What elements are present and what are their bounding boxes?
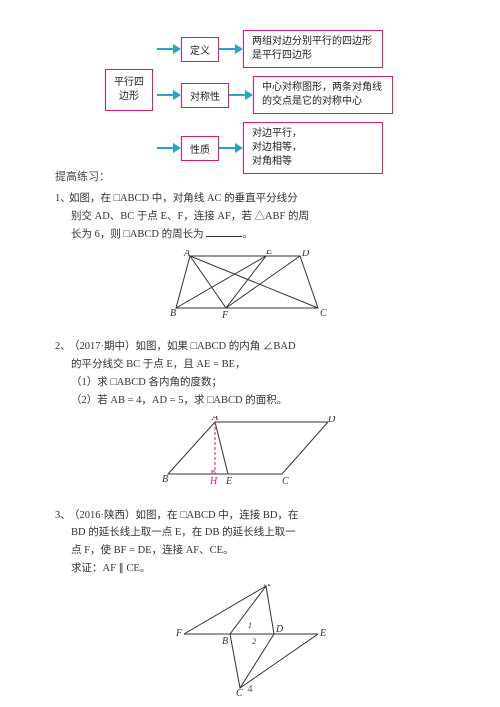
- svg-text:B: B: [222, 636, 228, 647]
- svg-text:C: C: [282, 476, 289, 487]
- svg-text:C: C: [320, 308, 327, 319]
- fill-blank: [206, 227, 242, 237]
- geometry-svg: A E D B F C: [170, 250, 330, 320]
- problem-text: 别交 AD、BC 于点 E、F，连接 AF，若 △ABF 的周: [55, 211, 309, 222]
- problem-text: 长为 6，则 □ABCD 的周长为: [71, 229, 204, 240]
- flow-branch: 对称性 中心对称图形，两条对角线的交点是它的对称中心: [157, 76, 393, 114]
- problem-number: 2、: [55, 338, 69, 356]
- problem-subpart: （2）若 AB = 4，AD = 5，求 □ABCD 的面积。: [55, 395, 287, 406]
- problem-number: 1、: [55, 190, 69, 208]
- svg-text:F: F: [175, 628, 183, 639]
- arrow-icon: [229, 89, 253, 101]
- arrow-icon: [157, 43, 181, 55]
- flow-label: 定义: [181, 37, 219, 62]
- geometry-svg: A D B E C H: [160, 416, 340, 488]
- problem-text: 如图，在 □ABCD 中，对角线 AC 的垂直平分线分: [69, 193, 298, 204]
- svg-text:D: D: [275, 624, 284, 635]
- problem-text: （2017·期中）如图，如果 □ABCD 的内角 ∠BAD: [69, 341, 296, 352]
- svg-text:E: E: [265, 250, 272, 257]
- svg-text:1: 1: [248, 621, 252, 630]
- svg-text:A: A: [183, 250, 191, 259]
- flow-desc: 两组对边分别平行的四边形是平行四边形: [243, 30, 383, 68]
- problem-text: 求证：AF ∥ CE。: [55, 563, 150, 574]
- svg-text:2: 2: [252, 637, 256, 646]
- flow-desc: 对边平行， 对边相等， 对角相等: [243, 122, 383, 174]
- problem-2: 2、（2017·期中）如图，如果 □ABCD 的内角 ∠BAD 的平分线交 BC…: [55, 338, 445, 494]
- figure-2: A D B E C H: [55, 416, 445, 495]
- problem-text: BD 的延长线上取一点 E，在 DB 的延长线上取一: [55, 527, 296, 538]
- svg-text:D: D: [327, 416, 336, 425]
- problem-subpart: （1）求 □ABCD 各内角的度数；: [55, 377, 222, 388]
- flow-branch: 定义 两组对边分别平行的四边形是平行四边形: [157, 30, 393, 68]
- flow-desc: 中心对称图形，两条对角线的交点是它的对称中心: [253, 76, 393, 114]
- arrow-icon: [219, 43, 243, 55]
- problem-3: 3、（2016·陕西）如图，在 □ABCD 中，连接 BD，在 BD 的延长线上…: [55, 507, 445, 703]
- arrow-icon: [157, 142, 181, 154]
- flowchart: 平行四 边形 定义 两组对边分别平行的四边形是平行四边形 对称性 中心对称图形，…: [105, 30, 445, 150]
- flow-label: 性质: [181, 136, 219, 161]
- svg-text:F: F: [221, 310, 229, 320]
- problem-text: 点 F，使 BF = DE，连接 AF、CE。: [55, 545, 234, 556]
- arrow-icon: [157, 89, 181, 101]
- geometry-svg: A B C D E F 1 2: [170, 584, 330, 696]
- page-number: 4: [0, 684, 500, 695]
- figure-1: A E D B F C: [55, 250, 445, 327]
- flow-label: 对称性: [181, 83, 229, 108]
- svg-text:E: E: [319, 628, 326, 639]
- problem-text: 的平分线交 BC 于点 E，且 AE = BE，: [55, 359, 246, 370]
- problem-text: （2016·陕西）如图，在 □ABCD 中，连接 BD，在: [69, 510, 298, 521]
- svg-text:A: A: [211, 416, 219, 423]
- arrow-icon: [219, 142, 243, 154]
- svg-text:B: B: [170, 308, 176, 319]
- svg-text:A: A: [263, 584, 271, 589]
- svg-text:B: B: [162, 474, 168, 485]
- flow-branch: 性质 对边平行， 对边相等， 对角相等: [157, 122, 393, 174]
- svg-text:H: H: [209, 476, 218, 487]
- svg-text:D: D: [301, 250, 310, 259]
- problem-1: 1、如图，在 □ABCD 中，对角线 AC 的垂直平分线分 别交 AD、BC 于…: [55, 190, 445, 326]
- flow-root: 平行四 边形: [105, 69, 153, 111]
- svg-text:E: E: [225, 476, 232, 487]
- problem-number: 3、: [55, 507, 69, 525]
